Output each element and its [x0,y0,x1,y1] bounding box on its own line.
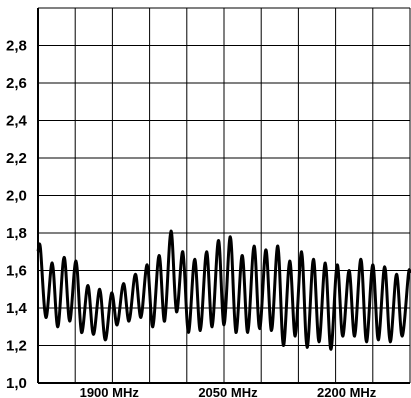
x-tick-label: 2200 MHz [317,385,377,398]
y-tick-labels: 1,0 1,2 1,4 1,6 1,8 2,0 2,2 2,4 2,6 2,8 [6,38,28,393]
x-tick-labels: 1900 MHz 2050 MHz 2200 MHz [80,385,377,398]
x-tick-label: 1900 MHz [80,385,140,398]
axes [37,8,410,384]
y-tick-label: 2,4 [6,113,28,130]
y-tick-label: 2,2 [6,150,27,167]
y-tick-label: 1,8 [6,225,27,242]
y-tick-label: 1,0 [6,375,27,392]
series [36,229,411,351]
y-tick-label: 2,6 [6,75,27,92]
y-tick-label: 1,4 [6,300,28,317]
y-tick-label: 2,0 [6,188,27,205]
x-tick-label: 2050 MHz [198,385,258,398]
y-tick-label: 1,2 [6,338,27,355]
y-tick-label: 1,6 [6,263,27,280]
y-tick-label: 2,8 [6,38,27,55]
series-line [36,229,411,351]
